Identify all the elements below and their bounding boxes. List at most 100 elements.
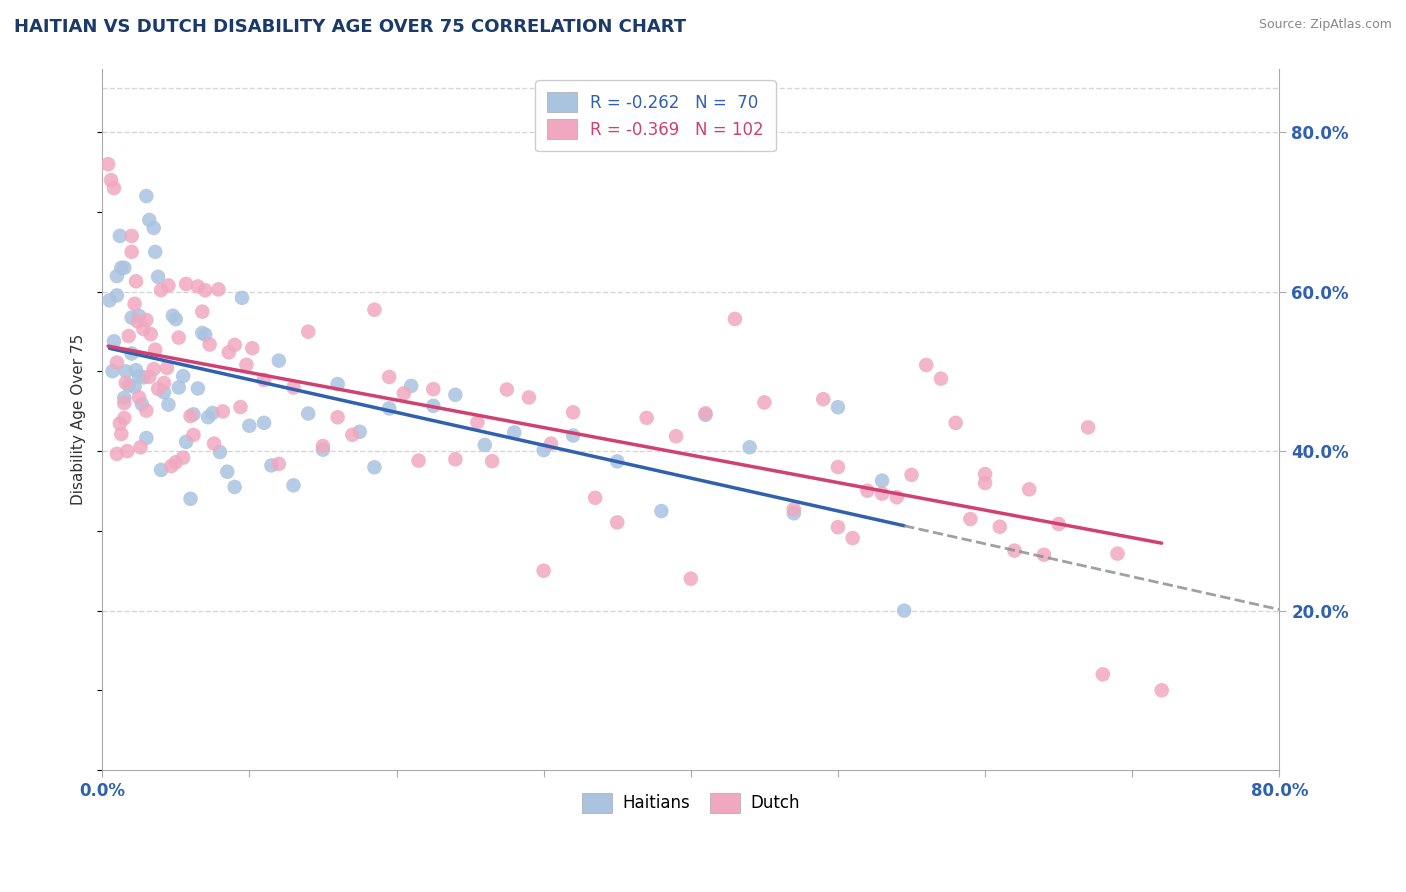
Point: [827, 520, 849, 534]
Point: [217, 465, 239, 479]
Point: [827, 460, 849, 475]
Point: [194, 283, 217, 297]
Point: [139, 327, 162, 342]
Point: [783, 502, 806, 516]
Point: [183, 407, 205, 421]
Point: [108, 228, 131, 243]
Point: [132, 322, 155, 336]
Point: [408, 453, 430, 467]
Legend: Haitians, Dutch: Haitians, Dutch: [571, 781, 811, 825]
Point: [422, 399, 444, 413]
Point: [562, 428, 585, 442]
Point: [135, 189, 157, 203]
Point: [988, 520, 1011, 534]
Point: [124, 297, 146, 311]
Point: [533, 443, 555, 458]
Point: [174, 277, 197, 291]
Point: [827, 401, 849, 415]
Point: [754, 395, 776, 409]
Point: [179, 491, 201, 506]
Point: [131, 397, 153, 411]
Point: [146, 269, 169, 284]
Point: [100, 173, 122, 187]
Point: [312, 442, 335, 457]
Point: [135, 403, 157, 417]
Point: [893, 603, 915, 617]
Point: [121, 346, 143, 360]
Point: [856, 483, 879, 498]
Point: [128, 369, 150, 384]
Point: [110, 260, 132, 275]
Point: [606, 516, 628, 530]
Point: [363, 460, 385, 475]
Point: [153, 376, 176, 390]
Point: [283, 380, 305, 394]
Point: [392, 386, 415, 401]
Point: [150, 283, 173, 297]
Point: [191, 326, 214, 340]
Point: [813, 392, 835, 407]
Point: [121, 310, 143, 325]
Point: [1091, 667, 1114, 681]
Point: [253, 373, 276, 387]
Point: [112, 396, 135, 410]
Point: [724, 312, 747, 326]
Point: [974, 467, 997, 482]
Point: [650, 504, 672, 518]
Point: [540, 436, 562, 450]
Point: [224, 480, 246, 494]
Point: [503, 425, 526, 440]
Point: [135, 313, 157, 327]
Point: [474, 438, 496, 452]
Point: [114, 376, 136, 390]
Point: [517, 391, 540, 405]
Point: [138, 369, 160, 384]
Point: [132, 370, 155, 384]
Point: [260, 458, 283, 473]
Point: [229, 400, 252, 414]
Point: [191, 304, 214, 318]
Point: [187, 279, 209, 293]
Point: [959, 512, 981, 526]
Point: [1150, 683, 1173, 698]
Point: [679, 572, 702, 586]
Point: [665, 429, 688, 443]
Point: [583, 491, 606, 505]
Point: [110, 427, 132, 442]
Point: [160, 459, 183, 474]
Point: [224, 338, 246, 352]
Point: [312, 439, 335, 453]
Point: [444, 388, 467, 402]
Point: [157, 398, 180, 412]
Point: [267, 457, 290, 471]
Point: [146, 382, 169, 396]
Point: [187, 381, 209, 395]
Point: [128, 391, 150, 405]
Point: [444, 452, 467, 467]
Point: [197, 410, 219, 425]
Point: [378, 370, 401, 384]
Point: [121, 244, 143, 259]
Point: [1032, 548, 1054, 562]
Point: [157, 278, 180, 293]
Point: [105, 268, 128, 283]
Point: [349, 425, 371, 439]
Point: [1018, 483, 1040, 497]
Point: [606, 454, 628, 468]
Point: [283, 478, 305, 492]
Point: [342, 427, 364, 442]
Point: [695, 406, 717, 420]
Point: [900, 467, 922, 482]
Point: [114, 364, 136, 378]
Point: [297, 407, 319, 421]
Point: [267, 353, 290, 368]
Point: [399, 379, 422, 393]
Point: [150, 463, 173, 477]
Point: [231, 291, 253, 305]
Point: [112, 260, 135, 275]
Point: [105, 447, 128, 461]
Point: [422, 382, 444, 396]
Point: [235, 358, 257, 372]
Point: [240, 341, 263, 355]
Point: [695, 408, 717, 422]
